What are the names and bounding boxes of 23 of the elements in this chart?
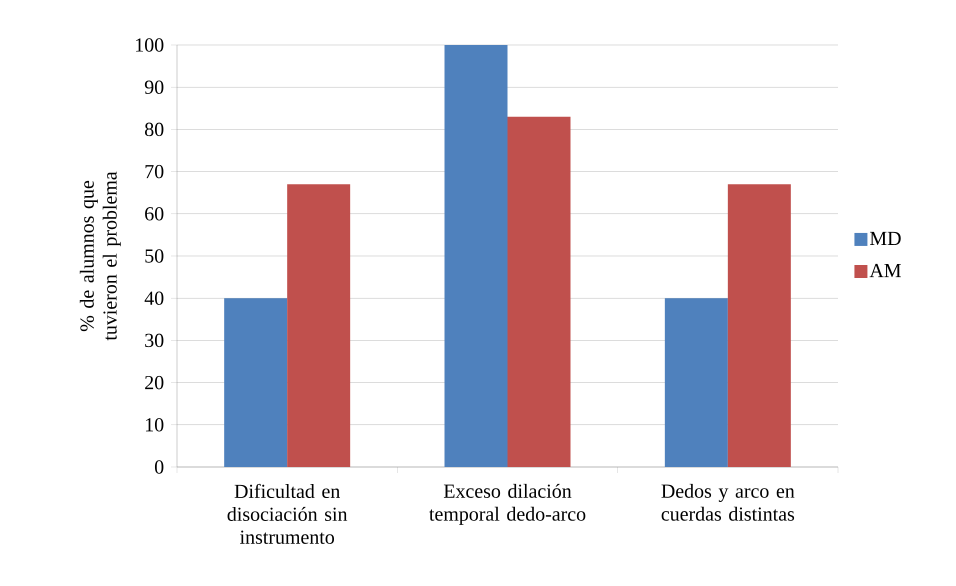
y-axis-title: % de alumnos que tuvieron el problema [80, 172, 121, 340]
legend-label: MD [870, 232, 901, 245]
y-tick-label: 70 [146, 164, 164, 178]
y-tick-label: 40 [144, 291, 164, 305]
y-tick-label: 80 [145, 122, 164, 136]
y-tick-label: 60 [145, 207, 164, 221]
y-tick-label: 0 [154, 460, 164, 474]
bar [664, 298, 728, 467]
legend-label: AM [870, 264, 901, 278]
bar [508, 116, 571, 467]
bar [444, 44, 508, 467]
bar [728, 184, 791, 467]
y-tick-label: 20 [145, 376, 164, 390]
y-tick-label: 30 [145, 334, 164, 348]
y-tick-label: 50 [145, 249, 164, 263]
y-tick-label: 100 [136, 38, 164, 52]
x-tick-label: Dedos y arco en cuerdas distintas [661, 484, 794, 521]
y-tick-label: 90 [144, 80, 164, 94]
x-tick-label: Dificultad en disociación sin instrumento [228, 484, 348, 544]
x-tick-label: Exceso dilación temporal dedo-arco [429, 484, 586, 525]
y-tick-label: 10 [146, 418, 164, 432]
bar [287, 184, 350, 467]
bar [224, 298, 288, 467]
